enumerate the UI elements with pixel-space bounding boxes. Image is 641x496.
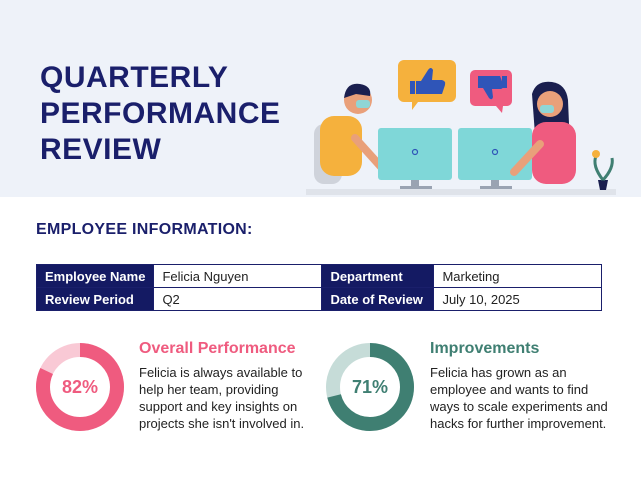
text-line: Felicia has grown as an [430,365,567,380]
review-date-value: July 10, 2025 [433,287,602,311]
employee-name-value: Felicia Nguyen [153,264,323,288]
text-line: Felicia is always available to [139,365,303,380]
text-line: projects she isn't involved in. [139,416,305,431]
text-line: help her team, providing [139,382,279,397]
text-line: ways to scale experiments and [430,399,608,414]
improvements-donut: 71% [325,342,415,432]
page-title: QUARTERLY PERFORMANCE REVIEW [40,60,281,168]
title-line: REVIEW [40,133,162,166]
thumbs-up-icon [398,60,456,110]
review-period-value: Q2 [153,287,323,311]
table-row: Review Period Q2 Date of Review July 10,… [35,287,602,311]
improvements-percent-label: 71% [351,376,389,397]
overall-performance-title: Overall Performance [139,340,296,357]
title-line: PERFORMANCE [40,97,281,130]
table-row: Employee Name Felicia Nguyen Department … [35,264,602,288]
text-line: hacks for further improvement. [430,416,607,431]
department-value: Marketing [433,264,602,288]
employee-info-heading: EMPLOYEE INFORMATION: [36,221,253,238]
improvements-title: Improvements [430,340,540,357]
department-label: Department [321,264,435,288]
review-period-label: Review Period [35,287,155,311]
improvements-text: Felicia has grown as an employee and wan… [430,364,608,432]
overall-performance-text: Felicia is always available to help her … [139,364,304,432]
review-date-label: Date of Review [321,287,435,311]
thumbs-down-icon [470,70,512,113]
employee-name-label: Employee Name [35,264,155,288]
text-line: employee and wants to find [430,382,589,397]
text-line: support and key insights on [139,399,298,414]
header-illustration [306,60,616,195]
overall-performance-donut: 82% [35,342,125,432]
title-line: QUARTERLY [40,61,229,94]
employee-info-table: Employee Name Felicia Nguyen Department … [35,264,602,311]
overall-percent-label: 82% [61,376,99,397]
